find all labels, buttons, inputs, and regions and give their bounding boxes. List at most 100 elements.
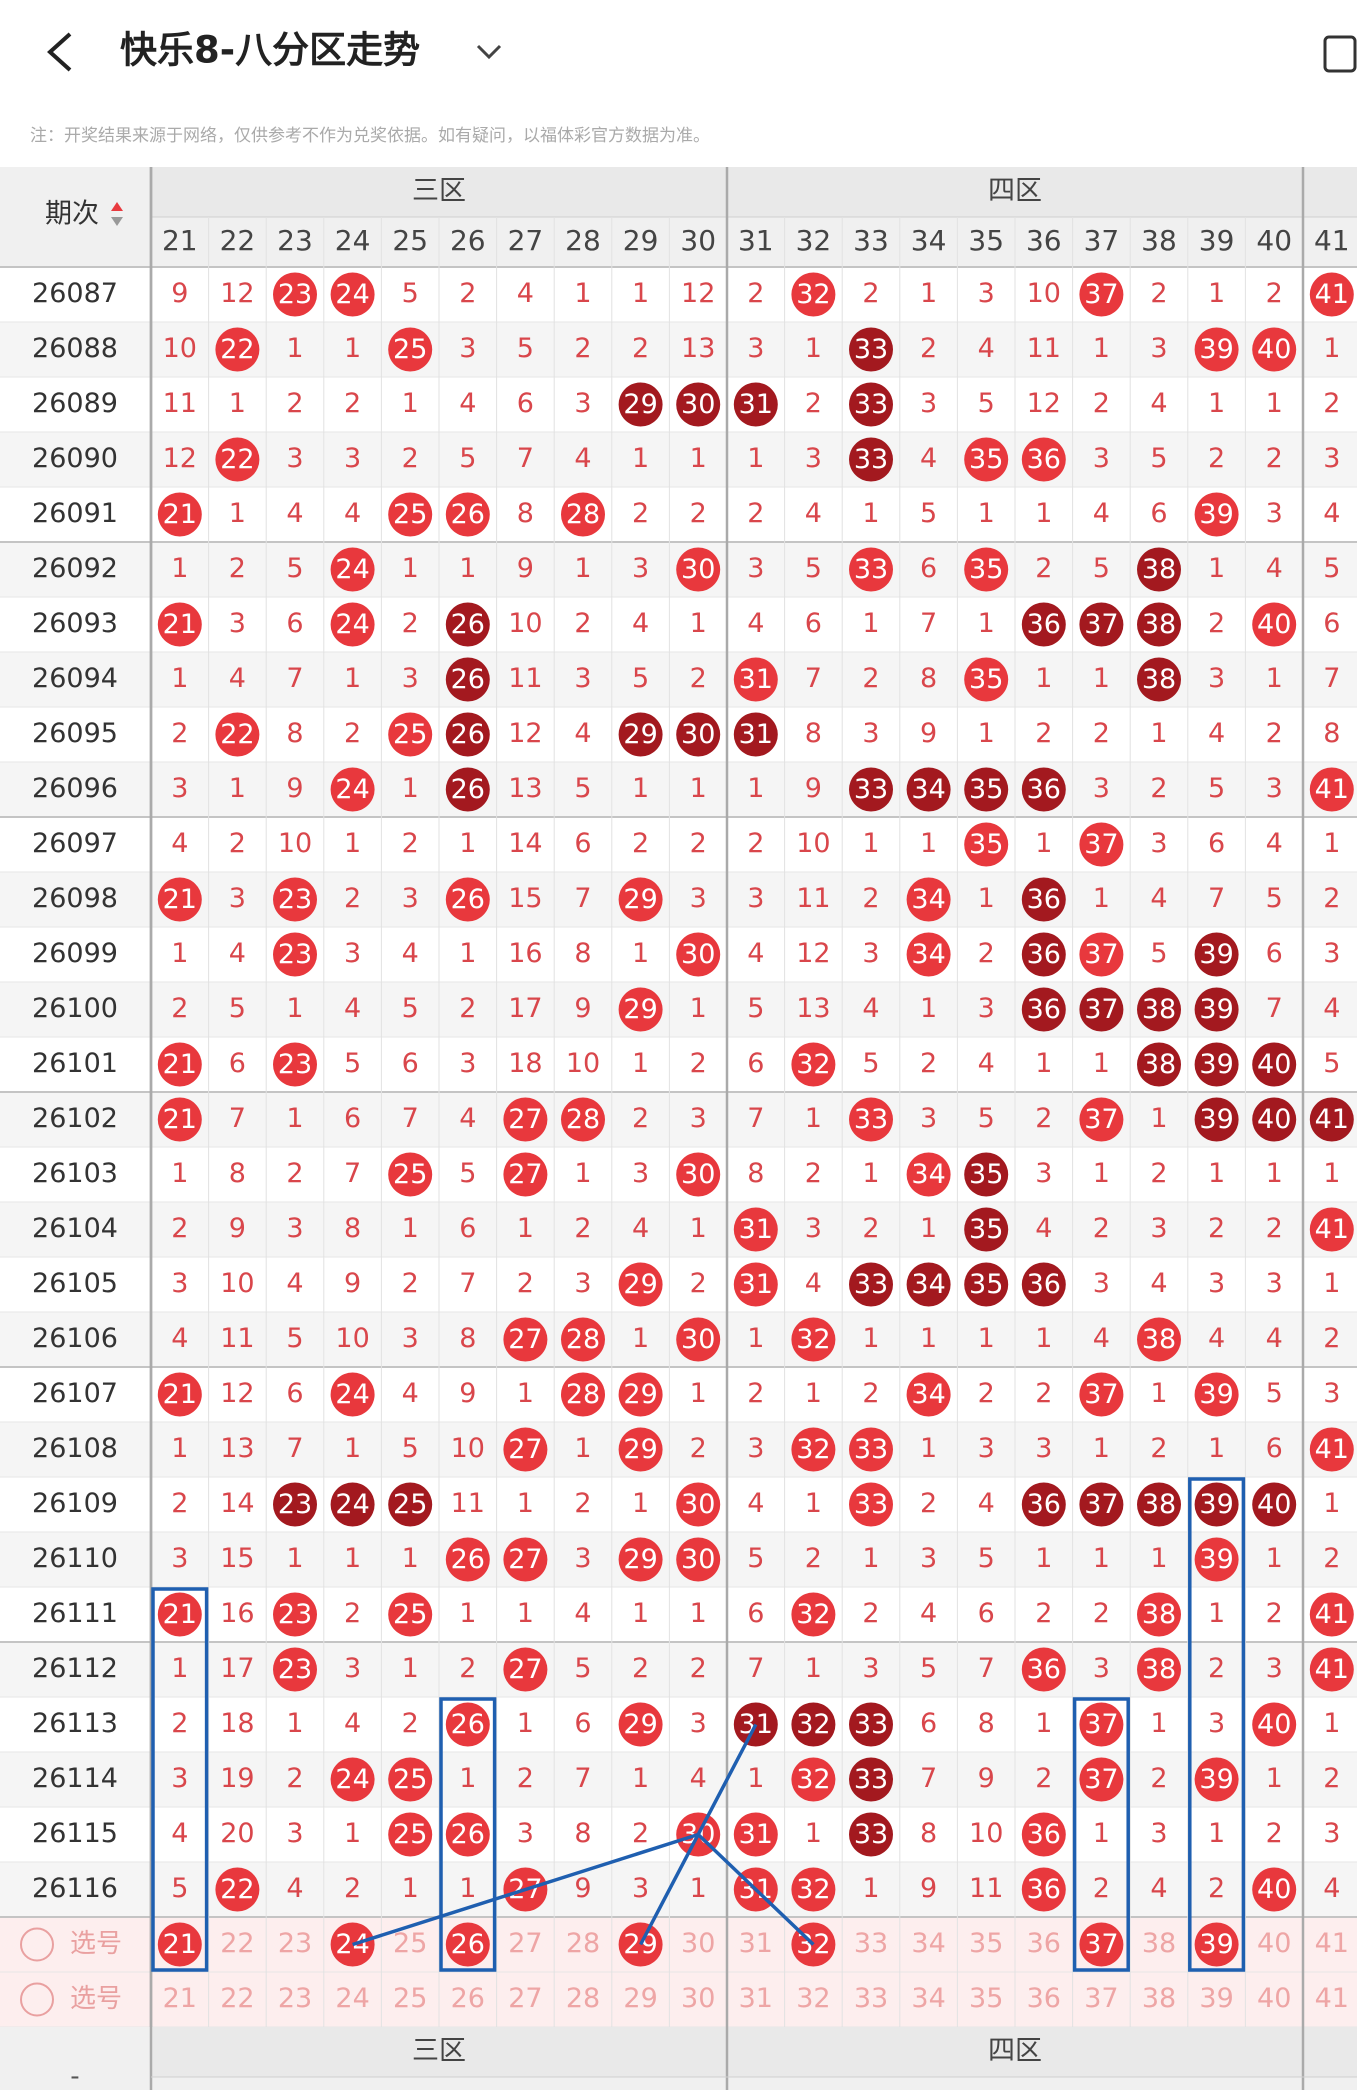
title-dropdown[interactable]	[476, 44, 502, 60]
pick-number[interactable]: 30	[681, 1983, 715, 2014]
pick-number[interactable]: 35	[969, 1928, 1003, 1959]
miss-count: 3	[1150, 828, 1167, 859]
miss-count: 3	[344, 938, 361, 969]
pick-radio[interactable]	[20, 1982, 54, 2017]
miss-count: 5	[1093, 553, 1110, 584]
pick-number[interactable]: 40	[1257, 1928, 1291, 1959]
miss-count: 5	[1150, 938, 1167, 969]
pick-number[interactable]: 41	[1315, 1928, 1349, 1959]
miss-count: 1	[862, 1873, 879, 1904]
row-stripe	[0, 1422, 1357, 1477]
miss-count: 2	[344, 718, 361, 749]
pick-number[interactable]: 24	[335, 1983, 369, 2014]
miss-count: 3	[978, 993, 995, 1024]
miss-count: 1	[1093, 333, 1110, 364]
back-button[interactable]	[47, 32, 72, 72]
pick-number[interactable]: 36	[1027, 1928, 1061, 1959]
miss-count: 4	[402, 1378, 419, 1409]
miss-count: 1	[1035, 498, 1052, 529]
hit-ball: 34	[911, 939, 945, 970]
pick-number[interactable]: 26	[451, 1983, 485, 2014]
pick-number[interactable]: 25	[393, 1928, 427, 1959]
hit-ball-circle	[330, 272, 375, 317]
miss-count: 12	[508, 718, 542, 749]
miss-count: 3	[978, 1433, 995, 1464]
pick-number[interactable]: 27	[508, 1928, 542, 1959]
pick-number[interactable]: 22	[220, 1983, 254, 2014]
issue: 26100	[32, 993, 118, 1024]
pick-number[interactable]: 36	[1027, 1983, 1061, 2014]
pick-number[interactable]: 23	[278, 1983, 312, 2014]
miss-count: 3	[1035, 1158, 1052, 1189]
row-stripe	[0, 1642, 1357, 1697]
hit-ball: 27	[508, 1654, 542, 1685]
miss-count: 1	[747, 443, 764, 474]
pick-number[interactable]: 39	[1199, 1983, 1233, 2014]
pick-number[interactable]: 23	[278, 1928, 312, 1959]
pick-number[interactable]: 29	[623, 1983, 657, 2014]
pick-number[interactable]: 34	[911, 1983, 945, 2014]
miss-count: 8	[517, 498, 534, 529]
miss-count: 2	[862, 1598, 879, 1629]
miss-count: 4	[1208, 718, 1225, 749]
miss-count: 6	[920, 553, 937, 584]
pick-number[interactable]: 31	[739, 1983, 773, 2014]
pick-number[interactable]: 21	[163, 1983, 197, 2014]
pick-number[interactable]: 38	[1142, 1928, 1176, 1959]
miss-count: 2	[1266, 278, 1283, 309]
miss-count: 5	[920, 1653, 937, 1684]
miss-count: 1	[632, 773, 649, 804]
hit-ball: 39	[1199, 1104, 1233, 1135]
miss-count: 1	[344, 333, 361, 364]
issue: 26089	[32, 388, 118, 419]
miss-count: 3	[747, 883, 764, 914]
menu-icon[interactable]	[1323, 35, 1357, 73]
miss-count: 9	[517, 553, 534, 584]
miss-count: 2	[747, 828, 764, 859]
pick-number[interactable]: 38	[1142, 1983, 1176, 2014]
column-header: 30	[680, 224, 716, 257]
hit-ball: 40	[1257, 1489, 1291, 1520]
hit-ball-circle	[618, 1427, 663, 1472]
hit-ball: 34	[911, 884, 945, 915]
pick-number[interactable]: 32	[796, 1983, 830, 2014]
hit-ball: 36	[1027, 1654, 1061, 1685]
hit-ball: 23	[278, 939, 312, 970]
pick-number[interactable]: 37	[1084, 1983, 1118, 2014]
hit-ball-circle	[273, 1042, 317, 1087]
hit-ball-circle	[388, 327, 433, 372]
hit-ball-circle	[1194, 1042, 1239, 1087]
miss-count: 8	[920, 663, 937, 694]
pick-number[interactable]: 27	[508, 1983, 542, 2014]
pick-number[interactable]: 41	[1315, 1983, 1349, 2014]
hit-ball-circle	[1137, 547, 1181, 592]
pick-number[interactable]: 34	[911, 1928, 945, 1959]
pick-number[interactable]: 28	[566, 1983, 600, 2014]
issue: 26093	[32, 608, 118, 639]
hit-ball: 35	[969, 444, 1003, 475]
miss-count: 9	[978, 1763, 995, 1794]
issue: 26090	[32, 443, 118, 474]
pick-radio[interactable]	[20, 1927, 54, 1962]
pick-number[interactable]: 40	[1257, 1983, 1291, 2014]
hit-ball: 37	[1084, 609, 1118, 640]
miss-count: 2	[459, 1653, 476, 1684]
hit-ball-circle	[1194, 1372, 1239, 1417]
miss-count: 1	[402, 1873, 419, 1904]
pick-number[interactable]: 35	[969, 1983, 1003, 2014]
hit-ball: 32	[796, 1874, 830, 1905]
hit-ball: 26	[451, 719, 485, 750]
pick-number[interactable]: 31	[739, 1928, 773, 1959]
miss-count: 1	[1266, 388, 1283, 419]
hit-ball: 33	[854, 1819, 888, 1850]
pick-number[interactable]: 33	[854, 1928, 888, 1959]
pick-number[interactable]: 22	[220, 1928, 254, 1959]
pick-number[interactable]: 25	[393, 1983, 427, 2014]
pick-number[interactable]: 33	[854, 1983, 888, 2014]
miss-count: 11	[508, 663, 542, 694]
miss-count: 1	[862, 1158, 879, 1189]
pick-number[interactable]: 30	[681, 1928, 715, 1959]
pick-number[interactable]: 28	[566, 1928, 600, 1959]
hit-ball-circle	[676, 1537, 721, 1582]
miss-count: 1	[1035, 1543, 1052, 1574]
